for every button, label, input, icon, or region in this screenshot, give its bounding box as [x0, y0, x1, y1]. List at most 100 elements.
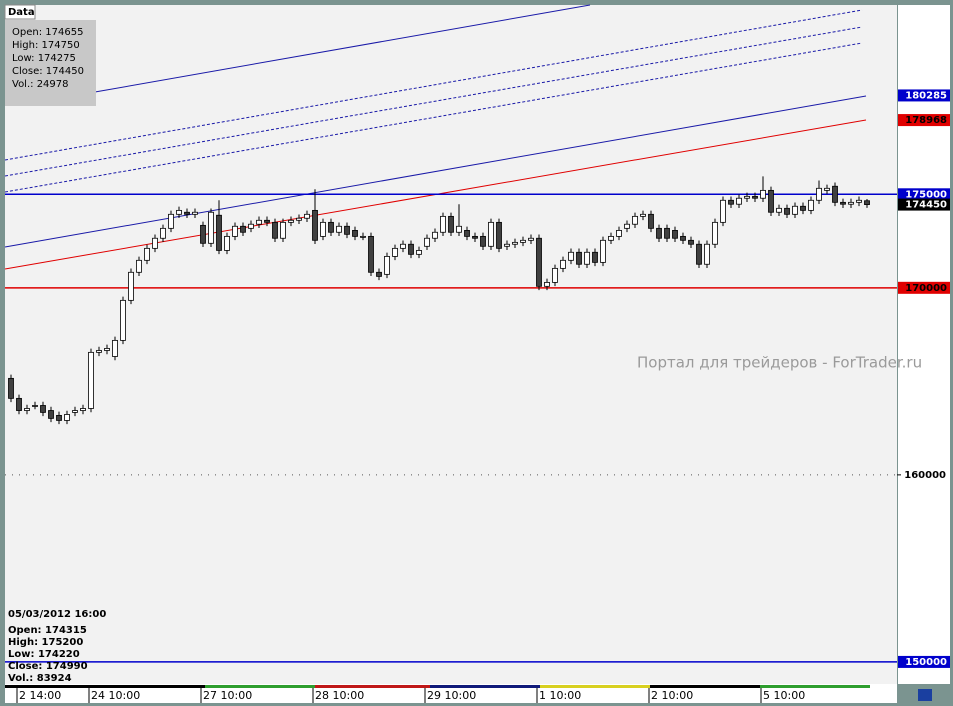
candle-body: [96, 350, 102, 353]
candle-body: [736, 197, 742, 205]
candle-body: [40, 405, 46, 413]
session-bar: [205, 685, 315, 688]
candle-body: [672, 229, 678, 239]
candle-body: [584, 251, 590, 265]
candle-body: [352, 229, 358, 237]
candle-body: [560, 259, 566, 269]
candle-body: [496, 221, 502, 249]
candle-body: [120, 299, 126, 341]
price-label-box: [898, 188, 950, 201]
price-label-box: [898, 89, 950, 102]
data-window-row: Close: 174450: [12, 66, 84, 77]
candle-body: [344, 225, 350, 235]
x-tick-label: 27 10:00: [203, 689, 252, 702]
candle-body: [832, 185, 838, 203]
price-label: 178968: [905, 115, 947, 126]
candle-body: [56, 414, 62, 421]
candle-body: [512, 241, 518, 245]
session-bar: [430, 685, 540, 688]
trend-line: [4, 95, 867, 248]
price-label: 170000: [905, 283, 947, 294]
price-label-box: [898, 198, 950, 211]
candle-body: [744, 195, 750, 199]
candle-body: [688, 239, 694, 245]
candle-body: [264, 219, 270, 223]
candle-body: [600, 239, 606, 263]
candle-body: [488, 221, 494, 247]
candle-body: [640, 213, 646, 217]
candle-body: [320, 221, 326, 237]
levels: [5, 193, 897, 663]
x-tick-label: 24 10:00: [91, 689, 140, 702]
candle-body: [536, 237, 542, 287]
candle-body: [424, 237, 430, 247]
data-tab-label: Data: [8, 7, 35, 18]
candle-body: [648, 213, 654, 229]
candle-body: [136, 259, 142, 273]
time-axis: [5, 684, 897, 703]
candle-body: [336, 225, 342, 233]
data-tab[interactable]: [4, 4, 36, 20]
candle-body: [632, 215, 638, 225]
candle-body: [384, 255, 390, 275]
candle-body: [456, 225, 462, 233]
candle-body: [200, 224, 206, 244]
data-window-row: Open: 174655: [12, 27, 83, 38]
x-tick-label: 28 10:00: [315, 689, 364, 702]
session-bar: [315, 685, 430, 688]
price-label: 150000: [905, 657, 947, 668]
x-tick-label: 1 10:00: [539, 689, 581, 702]
candle-body: [296, 217, 302, 221]
candle-body: [152, 237, 158, 249]
candle-body: [360, 235, 366, 238]
data-window-row: High: 174750: [12, 40, 80, 51]
candle-body: [568, 251, 574, 261]
candle-body: [472, 235, 478, 239]
candle-body: [432, 231, 438, 239]
candle-body: [328, 221, 334, 233]
candle-body: [168, 213, 174, 229]
candle-body: [184, 211, 190, 215]
price-label-box: [898, 114, 950, 127]
candle-body: [232, 225, 238, 237]
candle-body: [216, 214, 222, 251]
candle-body: [656, 227, 662, 239]
session-strip: [5, 685, 870, 688]
corner-icon[interactable]: [918, 689, 932, 701]
data-window: [5, 20, 96, 106]
y-tick-label: 160000: [904, 470, 946, 481]
price-label: 175000: [905, 189, 947, 200]
price-label: 180285: [905, 90, 947, 101]
candle-body: [48, 410, 54, 419]
data-window-rows: Open: 174655 High: 174750 Low: 174275 Close…: [12, 27, 84, 90]
candle-body: [8, 377, 14, 399]
data-window-row: Vol.: 24978: [12, 79, 69, 90]
session-bar: [650, 685, 760, 688]
candle-body: [504, 243, 510, 247]
cursor-info-row: High: 175200: [8, 637, 83, 648]
candle-body: [480, 235, 486, 247]
candle-body: [448, 215, 454, 233]
candle-body: [720, 199, 726, 223]
cursor-info-row: Low: 174220: [8, 649, 80, 660]
candle-body: [416, 250, 422, 255]
candle-body: [176, 209, 182, 215]
candle-body: [552, 267, 558, 283]
candle-body: [400, 243, 406, 249]
candle-body: [624, 223, 630, 229]
candle-body: [192, 211, 198, 215]
candle-body: [160, 227, 166, 239]
candle-body: [312, 209, 318, 241]
candle-body: [824, 187, 830, 191]
candles: [8, 176, 870, 425]
candle-body: [680, 235, 686, 241]
x-tick-label: 2 10:00: [651, 689, 693, 702]
candle-body: [664, 227, 670, 239]
price-label-box: [898, 281, 950, 294]
candle-body: [88, 351, 94, 409]
candle-body: [224, 235, 230, 251]
candle-body: [520, 239, 526, 243]
